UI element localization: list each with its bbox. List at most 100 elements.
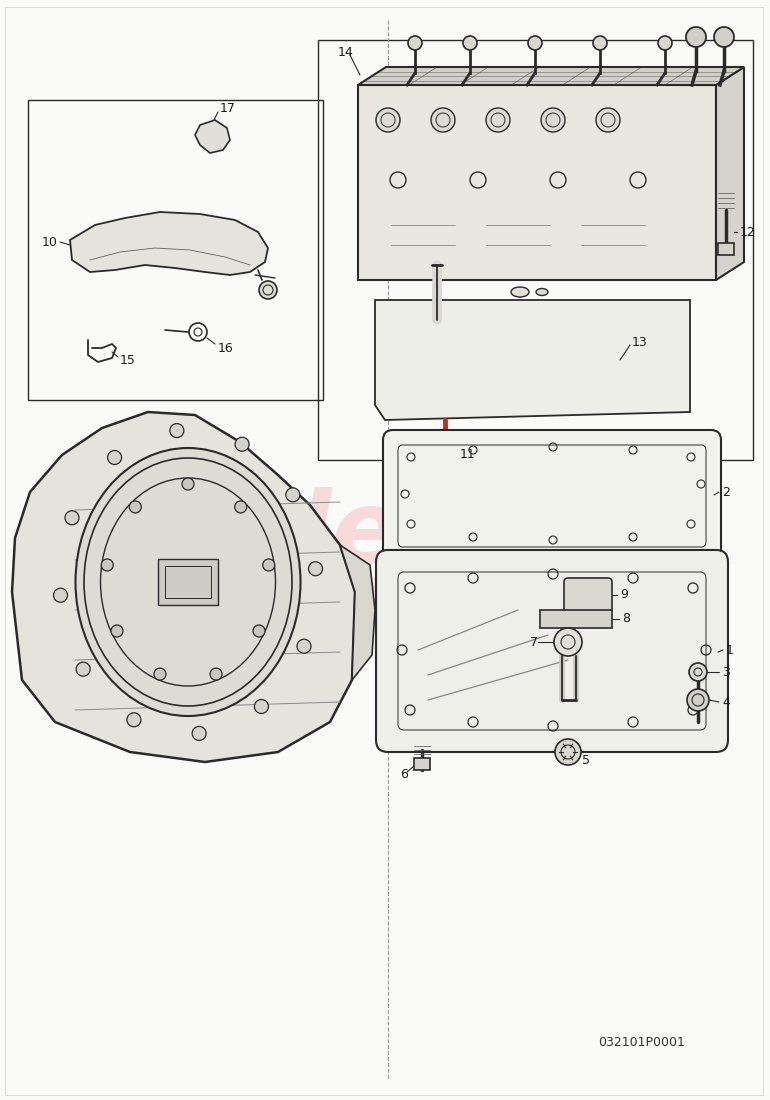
Bar (383, 200, 463, 260)
Polygon shape (12, 412, 355, 762)
Circle shape (555, 739, 581, 764)
Circle shape (541, 108, 565, 132)
Circle shape (182, 478, 194, 490)
Bar (600, 510, 620, 530)
Bar (478, 200, 558, 260)
Circle shape (554, 628, 582, 656)
Bar (500, 490, 520, 510)
Circle shape (486, 108, 510, 132)
FancyBboxPatch shape (383, 430, 721, 562)
Bar (600, 490, 620, 510)
Text: 10: 10 (42, 235, 58, 249)
Circle shape (65, 510, 79, 525)
Bar (540, 550, 560, 570)
Text: 17: 17 (220, 101, 236, 114)
Text: 4: 4 (722, 695, 730, 708)
Circle shape (170, 424, 184, 438)
Bar (540, 590, 560, 610)
Bar (460, 490, 480, 510)
Circle shape (53, 588, 68, 602)
Bar (600, 550, 620, 570)
Polygon shape (195, 120, 230, 153)
Circle shape (687, 689, 709, 711)
Bar (500, 590, 520, 610)
Bar (560, 490, 580, 510)
Circle shape (431, 108, 455, 132)
Text: 1: 1 (726, 644, 734, 657)
Circle shape (254, 700, 269, 714)
Polygon shape (340, 544, 375, 680)
Text: 2: 2 (722, 485, 730, 498)
Circle shape (297, 639, 311, 653)
Bar (28, 100, 323, 400)
Text: 6: 6 (400, 769, 408, 781)
FancyBboxPatch shape (376, 550, 728, 752)
Bar (414, 758, 430, 770)
Circle shape (309, 562, 323, 575)
Ellipse shape (511, 287, 529, 297)
Bar (580, 530, 600, 550)
Circle shape (658, 36, 672, 50)
Bar (500, 530, 520, 550)
Bar (480, 530, 500, 550)
Bar (480, 590, 500, 610)
Bar (460, 550, 480, 570)
Bar (520, 510, 540, 530)
Text: 032101P0001: 032101P0001 (598, 1035, 685, 1048)
Bar (560, 550, 580, 570)
Bar (520, 490, 540, 510)
Text: 12: 12 (740, 226, 755, 239)
Bar (480, 550, 500, 570)
Bar (460, 530, 480, 550)
Polygon shape (358, 85, 716, 280)
Bar (580, 490, 600, 510)
Text: 13: 13 (632, 336, 648, 349)
Bar (460, 510, 480, 530)
Bar (500, 570, 520, 590)
Bar (480, 510, 500, 530)
Ellipse shape (536, 288, 548, 296)
Bar (718, 243, 734, 255)
Bar (520, 570, 540, 590)
Text: 15: 15 (120, 353, 136, 366)
Circle shape (596, 108, 620, 132)
Bar (480, 570, 500, 590)
Circle shape (111, 625, 123, 637)
Circle shape (76, 662, 90, 676)
Text: 9: 9 (620, 588, 628, 602)
Circle shape (129, 500, 141, 513)
Bar (580, 510, 600, 530)
Text: scuderia: scuderia (70, 486, 551, 583)
Bar (480, 490, 500, 510)
Bar (580, 590, 600, 610)
Bar (600, 590, 620, 610)
Text: car  parts: car parts (217, 573, 403, 610)
Text: 3: 3 (722, 666, 730, 679)
Circle shape (286, 487, 300, 502)
Bar (460, 590, 480, 610)
Text: 5: 5 (582, 754, 590, 767)
Bar (600, 570, 620, 590)
Polygon shape (358, 67, 744, 85)
Text: 16: 16 (218, 341, 234, 354)
Bar (318, 40, 753, 460)
Circle shape (689, 663, 707, 681)
Bar (500, 510, 520, 530)
Bar (500, 550, 520, 570)
Bar (580, 550, 600, 570)
Bar (540, 490, 560, 510)
Bar (560, 590, 580, 610)
Circle shape (686, 28, 706, 47)
Bar (540, 530, 560, 550)
Circle shape (263, 559, 275, 571)
Circle shape (376, 108, 400, 132)
Circle shape (235, 500, 246, 513)
Bar (520, 550, 540, 570)
Bar (540, 510, 560, 530)
Text: 8: 8 (622, 613, 630, 626)
Circle shape (593, 36, 607, 50)
Polygon shape (716, 67, 744, 280)
Circle shape (154, 668, 166, 680)
Bar (540, 610, 612, 628)
Circle shape (235, 437, 249, 451)
